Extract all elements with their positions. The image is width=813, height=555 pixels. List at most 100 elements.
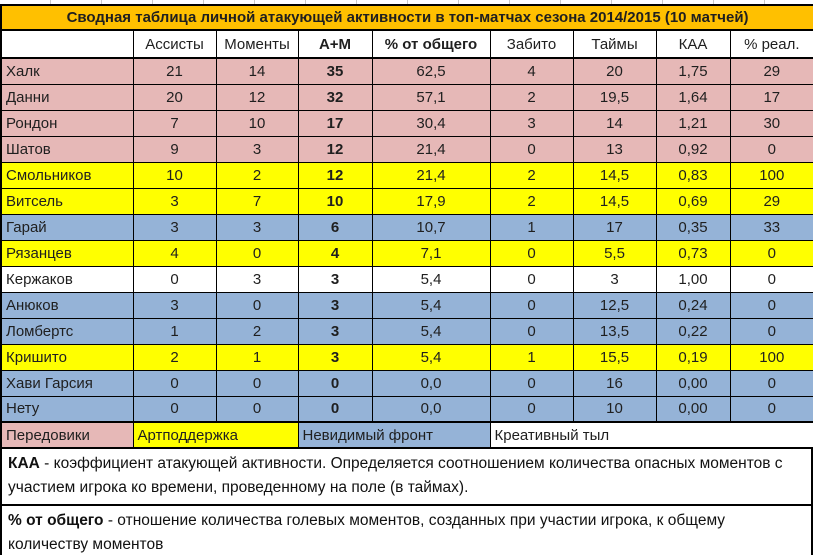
stat-cell: 12 bbox=[297, 161, 373, 189]
column-header: % реал. bbox=[729, 29, 813, 59]
stat-cell: 0 bbox=[729, 291, 813, 319]
player-name-cell: Кержаков bbox=[0, 265, 134, 293]
stat-cell: 2 bbox=[489, 83, 574, 111]
stat-cell: 57,1 bbox=[371, 83, 491, 111]
table-row: Халк 21 14 35 62,5 4 20 1,75 29 bbox=[0, 57, 813, 85]
stat-cell: 13,5 bbox=[572, 317, 657, 345]
stat-cell: 0,24 bbox=[655, 291, 731, 319]
player-name-cell: Гарай bbox=[0, 213, 134, 241]
stat-cell: 0 bbox=[215, 239, 299, 267]
stat-cell: 0 bbox=[297, 395, 373, 423]
stat-cell: 30 bbox=[729, 109, 813, 137]
stat-cell: 3 bbox=[132, 213, 217, 241]
stat-cell: 3 bbox=[297, 317, 373, 345]
stat-cell: 14 bbox=[215, 57, 299, 85]
stat-cell: 0 bbox=[729, 395, 813, 423]
table-row: Кришито 2 1 3 5,4 1 15,5 0,19 100 bbox=[0, 343, 813, 371]
stat-cell: 3 bbox=[572, 265, 657, 293]
table-row: Шатов 9 3 12 21,4 0 13 0,92 0 bbox=[0, 135, 813, 163]
stat-cell: 1 bbox=[132, 317, 217, 345]
table-row: Нету 0 0 0 0,0 0 10 0,00 0 bbox=[0, 395, 813, 423]
footnote-kaa: КАА - коэффициент атакующей активности. … bbox=[2, 449, 811, 504]
stat-cell: 0,22 bbox=[655, 317, 731, 345]
column-header: КАА bbox=[655, 29, 731, 59]
table-row: Анюков 3 0 3 5,4 0 12,5 0,24 0 bbox=[0, 291, 813, 319]
stat-cell: 0 bbox=[729, 265, 813, 293]
stat-cell: 0 bbox=[215, 369, 299, 397]
title-row: Сводная таблица личной атакующей активно… bbox=[0, 4, 813, 31]
column-header: Моменты bbox=[215, 29, 299, 59]
stat-cell: 29 bbox=[729, 57, 813, 85]
stat-cell: 0,00 bbox=[655, 395, 731, 423]
stat-cell: 0 bbox=[132, 395, 217, 423]
stat-cell: 29 bbox=[729, 187, 813, 215]
stat-cell: 10 bbox=[297, 187, 373, 215]
stat-cell: 21 bbox=[132, 57, 217, 85]
stat-cell: 10,7 bbox=[371, 213, 491, 241]
stat-cell: 5,5 bbox=[572, 239, 657, 267]
stat-cell: 0 bbox=[297, 369, 373, 397]
player-name-cell: Рондон bbox=[0, 109, 134, 137]
stat-cell: 0 bbox=[729, 369, 813, 397]
stat-cell: 3 bbox=[297, 265, 373, 293]
stat-cell: 1,64 bbox=[655, 83, 731, 111]
stat-cell: 0,35 bbox=[655, 213, 731, 241]
stat-cell: 0 bbox=[132, 265, 217, 293]
stat-cell: 3 bbox=[215, 265, 299, 293]
player-name-cell: Халк bbox=[0, 57, 134, 85]
player-name-cell: Витсель bbox=[0, 187, 134, 215]
spreadsheet-grid-strip-top bbox=[0, 0, 813, 4]
stat-cell: 16 bbox=[572, 369, 657, 397]
stat-cell: 7 bbox=[132, 109, 217, 137]
stat-cell: 0 bbox=[489, 239, 574, 267]
stat-cell: 20 bbox=[132, 83, 217, 111]
legend-row: Передовики Артподдержка Невидимый фронт Кре… bbox=[0, 421, 813, 449]
stat-cell: 2 bbox=[489, 161, 574, 189]
stat-cell: 1,00 bbox=[655, 265, 731, 293]
stat-cell: 2 bbox=[215, 317, 299, 345]
table-row: Ломбертс 1 2 3 5,4 0 13,5 0,22 0 bbox=[0, 317, 813, 345]
stat-cell: 1 bbox=[215, 343, 299, 371]
table-row: Рондон 7 10 17 30,4 3 14 1,21 30 bbox=[0, 109, 813, 137]
column-header: Таймы bbox=[572, 29, 657, 59]
legend-item: Невидимый фронт bbox=[297, 421, 491, 449]
stat-cell: 12,5 bbox=[572, 291, 657, 319]
stat-cell: 0 bbox=[489, 291, 574, 319]
stat-cell: 5,4 bbox=[371, 291, 491, 319]
player-column-header bbox=[0, 29, 134, 59]
stat-cell: 2 bbox=[215, 161, 299, 189]
stat-cell: 3 bbox=[489, 109, 574, 137]
legend-item: Креативный тыл bbox=[489, 421, 813, 449]
stat-cell: 20 bbox=[572, 57, 657, 85]
footnote-percent: % от общего - отношение количества голев… bbox=[2, 504, 811, 555]
table-row: Рязанцев 4 0 4 7,1 0 5,5 0,73 0 bbox=[0, 239, 813, 267]
stat-cell: 7,1 bbox=[371, 239, 491, 267]
stat-cell: 3 bbox=[132, 187, 217, 215]
player-name-cell: Анюков bbox=[0, 291, 134, 319]
column-header: А+М bbox=[297, 29, 373, 59]
table-title: Сводная таблица личной атакующей активно… bbox=[0, 4, 813, 31]
stat-cell: 2 bbox=[132, 343, 217, 371]
stat-cell: 3 bbox=[215, 213, 299, 241]
stat-cell: 5,4 bbox=[371, 265, 491, 293]
footnote-percent-term: % от общего bbox=[8, 512, 104, 529]
footnote-kaa-term: КАА bbox=[8, 455, 40, 472]
stat-cell: 3 bbox=[297, 291, 373, 319]
stat-cell: 13 bbox=[572, 135, 657, 163]
stat-cell: 4 bbox=[132, 239, 217, 267]
stat-cell: 0 bbox=[729, 317, 813, 345]
stat-cell: 10 bbox=[215, 109, 299, 137]
stat-cell: 0 bbox=[729, 135, 813, 163]
stat-cell: 15,5 bbox=[572, 343, 657, 371]
table-row: Гарай 3 3 6 10,7 1 17 0,35 33 bbox=[0, 213, 813, 241]
player-name-cell: Кришито bbox=[0, 343, 134, 371]
header-row: Ассисты Моменты А+М% от общего Забито Таймы К… bbox=[0, 29, 813, 59]
legend-item: Артподдержка bbox=[132, 421, 299, 449]
stat-cell: 17,9 bbox=[371, 187, 491, 215]
stat-cell: 1 bbox=[489, 343, 574, 371]
stat-cell: 0 bbox=[489, 369, 574, 397]
column-header: Забито bbox=[489, 29, 574, 59]
footnote-percent-text: - отношение количества голевых моментов,… bbox=[8, 512, 726, 553]
legend-item: Передовики bbox=[0, 421, 134, 449]
player-name-cell: Хави Гарсия bbox=[0, 369, 134, 397]
